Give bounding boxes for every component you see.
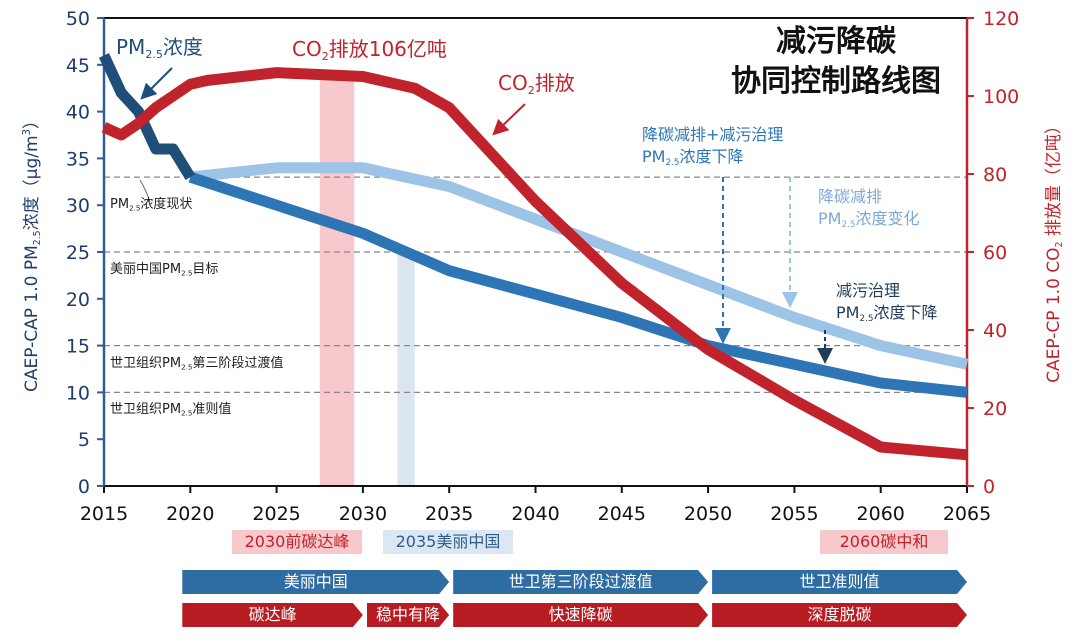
y-left-tick-label: 45 bbox=[66, 55, 90, 77]
milestone-carbon-neutral: 2060碳中和 bbox=[820, 530, 948, 554]
x-tick-label: 2020 bbox=[166, 503, 214, 525]
y-left-tick-label: 25 bbox=[66, 242, 90, 264]
carbon-phase: 碳达峰 bbox=[182, 603, 363, 627]
y-left-tick-label: 20 bbox=[66, 289, 90, 311]
pm25-historical-line bbox=[99, 53, 195, 180]
x-tick-label: 2065 bbox=[943, 503, 991, 525]
pm-phase: 美丽中国 bbox=[182, 570, 449, 594]
pm-annotation-arrow bbox=[140, 67, 173, 100]
x-tick-label: 2060 bbox=[857, 503, 905, 525]
co2-emissions-line bbox=[101, 67, 968, 461]
title-line-2: 协同控制路线图 bbox=[731, 64, 941, 99]
co2-peak-annotation: CO2排放106亿吨 bbox=[292, 37, 447, 63]
y-left-tick-label: 50 bbox=[66, 8, 90, 30]
x-tick-label: 2030 bbox=[339, 503, 387, 525]
pollution-only-annotation: 减污治理 PM2.5浓度下降 bbox=[836, 281, 938, 325]
y-axis-left-label: CAEP-CAP 1.0 PM2.5浓度（μg/m3） bbox=[21, 111, 44, 393]
carbon-only-annotation: 降碳减排 PM2.5浓度变化 bbox=[818, 187, 920, 231]
y-right-tick-label: 80 bbox=[983, 164, 1007, 186]
milestone-beautiful-china: 2035美丽中国 bbox=[383, 530, 513, 554]
y-right-tick-label: 120 bbox=[983, 8, 1019, 30]
y-left-tick-label: 5 bbox=[78, 429, 90, 451]
x-tick-label: 2045 bbox=[598, 503, 646, 525]
y-right-tick-label: 40 bbox=[983, 320, 1007, 342]
reference-line-label: PM2.5浓度现状 bbox=[110, 197, 193, 213]
title-line-1: 减污降碳 bbox=[776, 24, 896, 59]
reference-line-label: 世卫组织PM2.5第三阶段过渡值 bbox=[110, 355, 284, 372]
y-left-tick-label: 30 bbox=[66, 195, 90, 217]
status-pointer bbox=[139, 179, 151, 203]
x-tick-label: 2025 bbox=[252, 503, 300, 525]
y-right-tick-label: 100 bbox=[983, 86, 1019, 108]
x-tick-label: 2055 bbox=[770, 503, 818, 525]
co2-annotation-arrow bbox=[492, 103, 526, 136]
milestone-carbon-peak: 2030前碳达峰 bbox=[232, 530, 362, 554]
y-left-tick-label: 0 bbox=[78, 476, 90, 498]
pm25-combined-line bbox=[188, 171, 968, 398]
y-left-tick-label: 35 bbox=[66, 148, 90, 170]
carbon-phase: 快速降碳 bbox=[453, 603, 708, 627]
beautiful-china-band bbox=[397, 252, 415, 486]
y-left-tick-label: 15 bbox=[66, 336, 90, 358]
y-axis-right-label: CAEP-CP 1.0 CO2 排放量（亿吨） bbox=[1043, 117, 1066, 383]
reference-line-label: 美丽中国PM2.5目标 bbox=[110, 262, 219, 278]
y-right-tick-label: 0 bbox=[983, 476, 995, 498]
pm-series-annotation: PM2.5浓度 bbox=[116, 35, 203, 61]
y-left-tick-label: 40 bbox=[66, 102, 90, 124]
x-tick-label: 2040 bbox=[511, 503, 559, 525]
carbon-phase: 深度脱碳 bbox=[712, 603, 967, 627]
pm-phase: 世卫准则值 bbox=[712, 570, 967, 594]
co2-series-annotation: CO2排放 bbox=[498, 71, 575, 97]
y-left-tick-label: 10 bbox=[66, 382, 90, 404]
reference-line-label: 世卫组织PM2.5准则值 bbox=[110, 402, 232, 418]
chart-title: 减污降碳 协同控制路线图 bbox=[716, 22, 956, 102]
y-right-tick-label: 60 bbox=[983, 242, 1007, 264]
carbon-peak-band bbox=[319, 73, 355, 486]
x-tick-label: 2050 bbox=[684, 503, 732, 525]
y-right-tick-label: 20 bbox=[983, 398, 1007, 420]
carbon-phase: 稳中有降 bbox=[367, 603, 449, 627]
x-tick-label: 2015 bbox=[80, 503, 128, 525]
combined-reduction-annotation: 降碳减排+减污治理 PM2.5浓度下降 bbox=[642, 125, 784, 169]
x-tick-label: 2035 bbox=[425, 503, 473, 525]
pm-phase: 世卫第三阶段过渡值 bbox=[453, 570, 708, 594]
